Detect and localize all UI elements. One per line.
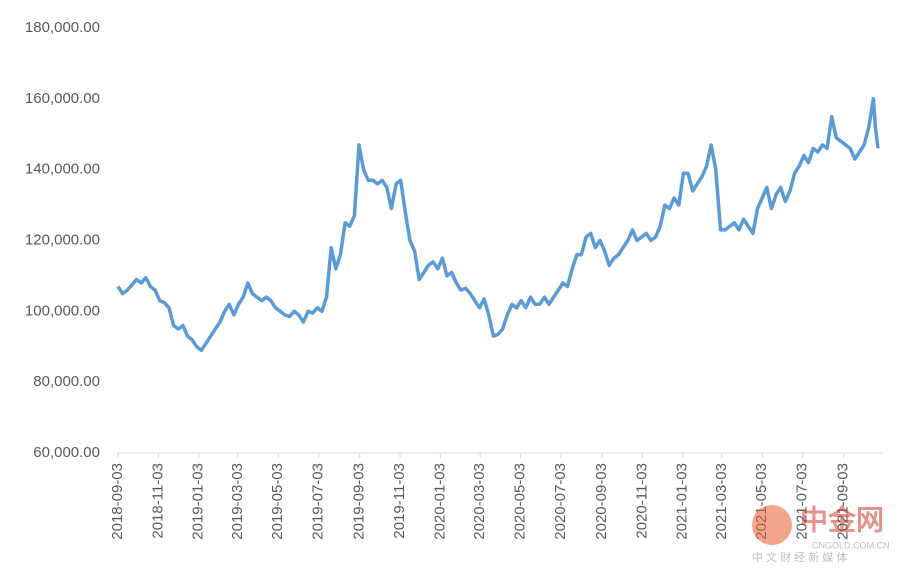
x-tick-label: 2019-05-03 (269, 463, 286, 540)
y-tick-label: 140,000.00 (25, 161, 100, 178)
x-tick-label: 2020-01-03 (431, 463, 448, 540)
y-tick-label: 100,000.00 (25, 302, 100, 319)
watermark-title: 中金网 (800, 503, 884, 535)
x-tick-label: 2019-09-03 (351, 463, 368, 540)
x-tick-label: 2019-07-03 (310, 463, 327, 540)
x-tick-label: 2019-11-03 (391, 463, 408, 539)
x-tick-label: 2020-09-03 (593, 463, 610, 540)
x-tick-label: 2021-01-03 (674, 463, 691, 540)
y-tick-label: 180,000.00 (25, 19, 100, 36)
x-tick-label: 2020-05-03 (511, 463, 528, 540)
x-tick-label: 2021-09-03 (835, 463, 852, 540)
x-tick-label: 2020-11-03 (633, 463, 650, 539)
line-series (116, 97, 880, 353)
y-tick-label: 60,000.00 (33, 444, 100, 461)
y-tick-label: 160,000.00 (25, 90, 100, 107)
x-tick-label: 2020-03-03 (471, 463, 488, 540)
x-tick-label: 2019-03-03 (229, 463, 246, 540)
x-tick-label: 2018-09-03 (109, 463, 126, 540)
x-tick-label: 2019-01-03 (190, 463, 207, 540)
x-tick-label: 2021-03-03 (713, 463, 730, 540)
watermark-subtitle: 中 文 财 经 新 媒 体 (752, 550, 847, 564)
watermark-logo (752, 505, 792, 545)
watermark: 中金网 CNGOLD.COM.CN中 文 财 经 新 媒 体 (752, 503, 890, 564)
y-tick-label: 120,000.00 (25, 231, 100, 248)
x-tick-label: 2020-07-03 (552, 463, 569, 540)
watermark-url: CNGOLD.COM.CN (812, 540, 890, 550)
x-tick-label: 2021-07-03 (794, 463, 811, 540)
x-tick-label: 2018-11-03 (149, 463, 166, 539)
y-tick-label: 80,000.00 (33, 373, 100, 390)
